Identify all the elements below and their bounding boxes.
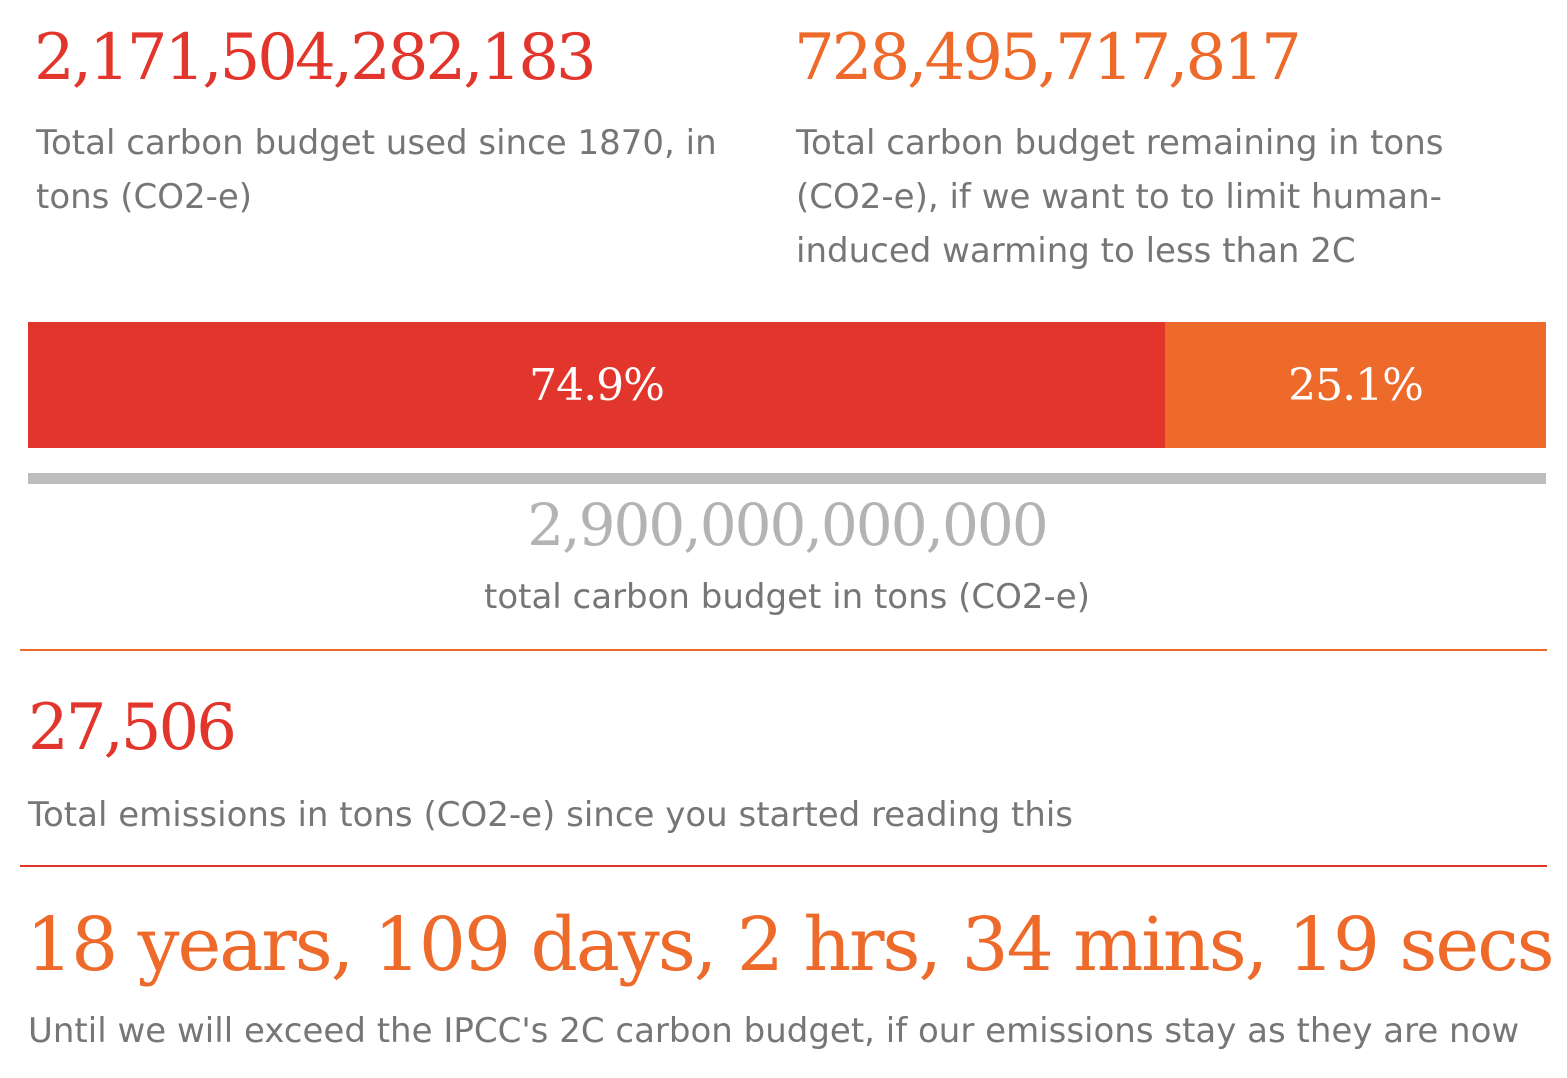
section-divider	[20, 865, 1547, 867]
budget-remaining-caption: Total carbon budget remaining in tons (C…	[796, 123, 1444, 271]
emissions-since-reading-caption: Total emissions in tons (CO2-e) since yo…	[28, 795, 1074, 835]
budget-remaining-value: 728,495,717,817	[794, 21, 1302, 95]
remaining-share-label: 25.1%	[1288, 359, 1424, 411]
total-budget-value: 2,900,000,000,000	[527, 491, 1048, 559]
total-budget-line	[28, 473, 1546, 484]
budget-used-value: 2,171,504,282,183	[34, 21, 597, 95]
emissions-since-reading-value: 27,506	[28, 691, 237, 765]
budget-used-caption: Total carbon budget used since 1870, in …	[36, 123, 717, 217]
remaining-share-bar: 25.1%	[1165, 322, 1546, 448]
countdown-caption: Until we will exceed the IPCC's 2C carbo…	[28, 1011, 1520, 1051]
countdown-value: 18 years, 109 days, 2 hrs, 34 mins, 19 s…	[26, 902, 1555, 988]
total-budget-caption: total carbon budget in tons (CO2-e)	[483, 577, 1090, 617]
section-divider	[20, 649, 1547, 651]
used-share-bar: 74.9%	[28, 322, 1165, 448]
used-share-label: 74.9%	[529, 359, 665, 411]
